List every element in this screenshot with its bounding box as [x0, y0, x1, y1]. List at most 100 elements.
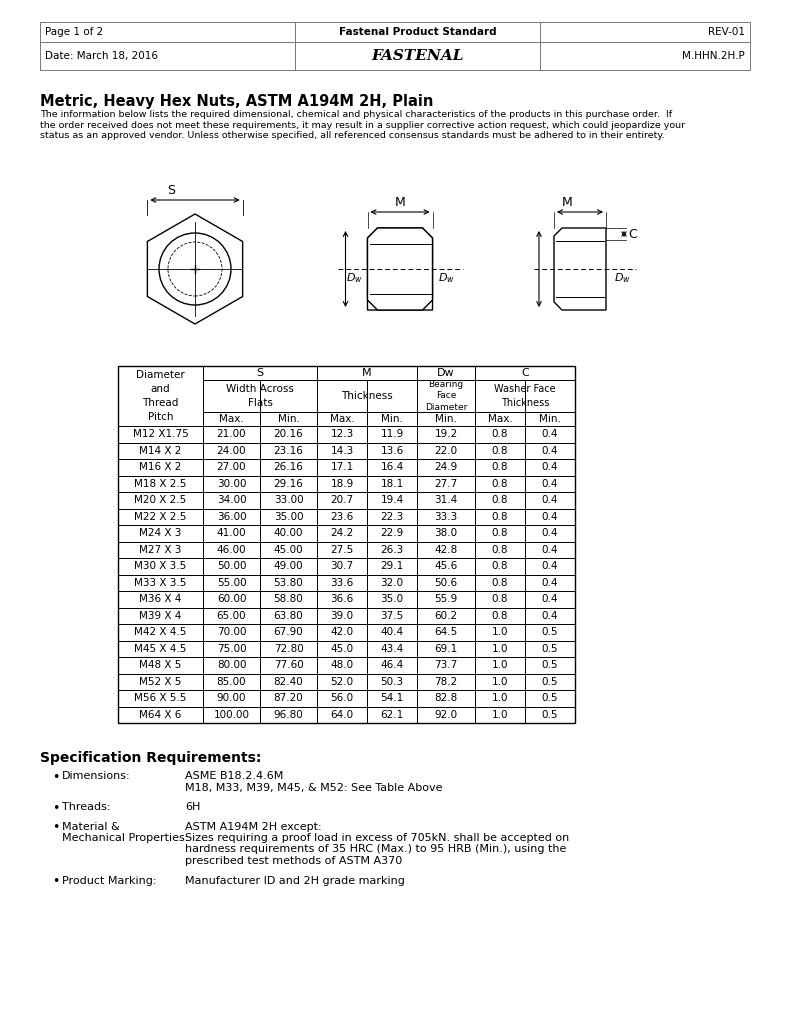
Text: 50.00: 50.00: [217, 561, 246, 571]
Text: M: M: [395, 196, 405, 209]
Text: 0.5: 0.5: [542, 693, 558, 703]
Text: 100.00: 100.00: [214, 710, 249, 720]
Text: 24.2: 24.2: [331, 528, 354, 539]
Text: prescribed test methods of ASTM A370: prescribed test methods of ASTM A370: [185, 856, 403, 866]
Text: M16 X 2: M16 X 2: [139, 462, 182, 472]
Text: 58.80: 58.80: [274, 594, 304, 604]
Text: REV-01: REV-01: [708, 27, 745, 37]
Text: Dw: Dw: [437, 368, 455, 378]
Text: 45.00: 45.00: [274, 545, 303, 555]
Text: 0.4: 0.4: [542, 594, 558, 604]
Text: M39 X 4: M39 X 4: [139, 610, 182, 621]
Text: M33 X 3.5: M33 X 3.5: [134, 578, 187, 588]
Text: 0.4: 0.4: [542, 578, 558, 588]
Text: 1.0: 1.0: [492, 628, 509, 637]
Text: 0.4: 0.4: [542, 479, 558, 488]
Text: 30.00: 30.00: [217, 479, 246, 488]
Text: 43.4: 43.4: [380, 644, 403, 653]
Text: 0.5: 0.5: [542, 644, 558, 653]
Text: M45 X 4.5: M45 X 4.5: [134, 644, 187, 653]
Text: 24.9: 24.9: [434, 462, 458, 472]
Text: 0.8: 0.8: [492, 545, 509, 555]
Text: C: C: [628, 227, 637, 241]
Text: 65.00: 65.00: [217, 610, 246, 621]
Text: •: •: [52, 771, 59, 784]
Text: Thickness: Thickness: [341, 391, 393, 401]
Bar: [40, 42, 295, 70]
Text: M: M: [562, 196, 573, 209]
Text: 0.8: 0.8: [492, 462, 509, 472]
Text: 0.4: 0.4: [542, 429, 558, 439]
Text: 0.8: 0.8: [492, 561, 509, 571]
Text: 27.7: 27.7: [434, 479, 458, 488]
Text: M18 X 2.5: M18 X 2.5: [134, 479, 187, 488]
Text: 0.5: 0.5: [542, 660, 558, 671]
Text: 0.8: 0.8: [492, 578, 509, 588]
Text: ASTM A194M 2H except:: ASTM A194M 2H except:: [185, 821, 322, 831]
Text: 0.4: 0.4: [542, 561, 558, 571]
Polygon shape: [368, 228, 433, 310]
Text: 0.8: 0.8: [492, 528, 509, 539]
Text: 0.5: 0.5: [542, 677, 558, 687]
Text: Dimensions:: Dimensions:: [62, 771, 131, 781]
Text: 0.4: 0.4: [542, 496, 558, 505]
Text: 60.2: 60.2: [434, 610, 457, 621]
Text: 1.0: 1.0: [492, 677, 509, 687]
Text: M20 X 2.5: M20 X 2.5: [134, 496, 187, 505]
Text: 67.90: 67.90: [274, 628, 304, 637]
Text: 6H: 6H: [185, 802, 200, 812]
Text: 0.8: 0.8: [492, 429, 509, 439]
Text: 19.4: 19.4: [380, 496, 403, 505]
Text: Width Across
Flats: Width Across Flats: [226, 384, 294, 408]
Text: C: C: [521, 368, 529, 378]
Text: 26.16: 26.16: [274, 462, 304, 472]
Text: 64.5: 64.5: [434, 628, 458, 637]
Text: 37.5: 37.5: [380, 610, 403, 621]
Text: 0.4: 0.4: [542, 610, 558, 621]
Text: •: •: [52, 876, 59, 889]
Text: M56 X 5.5: M56 X 5.5: [134, 693, 187, 703]
Text: 35.00: 35.00: [274, 512, 303, 522]
Text: FASTENAL: FASTENAL: [371, 49, 464, 63]
Text: •: •: [52, 802, 59, 815]
Text: 11.9: 11.9: [380, 429, 403, 439]
Text: M48 X 5: M48 X 5: [139, 660, 182, 671]
Text: 53.80: 53.80: [274, 578, 304, 588]
Text: 26.3: 26.3: [380, 545, 403, 555]
Text: M52 X 5: M52 X 5: [139, 677, 182, 687]
Text: 41.00: 41.00: [217, 528, 246, 539]
Polygon shape: [554, 228, 606, 310]
Text: 0.8: 0.8: [492, 610, 509, 621]
Text: 92.0: 92.0: [434, 710, 457, 720]
Text: M12 X1.75: M12 X1.75: [133, 429, 188, 439]
Text: Max.: Max.: [219, 414, 244, 424]
Text: $D_w$: $D_w$: [437, 271, 454, 285]
Text: 0.4: 0.4: [542, 528, 558, 539]
Text: 33.3: 33.3: [434, 512, 458, 522]
Text: 55.9: 55.9: [434, 594, 458, 604]
Text: 46.4: 46.4: [380, 660, 403, 671]
Text: hardness requirements of 35 HRC (Max.) to 95 HRB (Min.), using the: hardness requirements of 35 HRC (Max.) t…: [185, 845, 566, 854]
Text: 40.00: 40.00: [274, 528, 303, 539]
Text: 27.00: 27.00: [217, 462, 246, 472]
Text: 39.0: 39.0: [331, 610, 354, 621]
Text: M: M: [362, 368, 372, 378]
Text: 23.6: 23.6: [331, 512, 354, 522]
Text: Bearing
Face
Diameter: Bearing Face Diameter: [425, 380, 467, 412]
Text: 96.80: 96.80: [274, 710, 304, 720]
Text: 33.00: 33.00: [274, 496, 303, 505]
Text: 78.2: 78.2: [434, 677, 458, 687]
Text: 0.4: 0.4: [542, 445, 558, 456]
Text: 0.8: 0.8: [492, 594, 509, 604]
Text: 90.00: 90.00: [217, 693, 246, 703]
Text: 36.00: 36.00: [217, 512, 246, 522]
Text: 20.16: 20.16: [274, 429, 304, 439]
Text: 55.00: 55.00: [217, 578, 246, 588]
Text: 17.1: 17.1: [331, 462, 354, 472]
Text: Page 1 of 2: Page 1 of 2: [45, 27, 104, 37]
Text: M64 X 6: M64 X 6: [139, 710, 182, 720]
Text: 12.3: 12.3: [331, 429, 354, 439]
Text: 32.0: 32.0: [380, 578, 403, 588]
Text: 60.00: 60.00: [217, 594, 246, 604]
Text: Specification Requirements:: Specification Requirements:: [40, 751, 261, 765]
